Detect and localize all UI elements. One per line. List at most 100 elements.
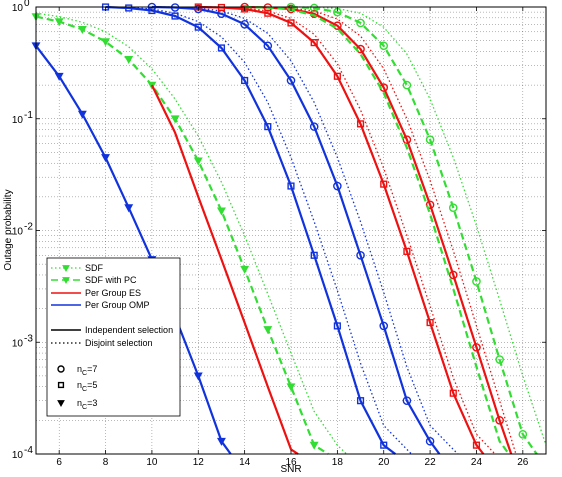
data-point-marker [124,204,134,213]
series-es-nc5-independent [194,3,485,455]
x-tick-label: 24 [471,457,483,468]
series-line [35,45,232,455]
series-line [105,6,412,455]
data-point-marker [495,416,504,425]
legend-label: SDF [85,263,104,273]
legend-marker [57,400,65,408]
data-point-marker [425,436,435,446]
data-point-marker [425,135,435,144]
data-point-marker [194,23,202,31]
data-point-marker [240,265,250,274]
legend-suffix: =7 [87,364,97,374]
legend-subscript: C [82,370,87,377]
x-tick-label: 10 [146,457,158,468]
legend-entry: Per Group OMP [51,300,150,310]
legend-entry: Disjoint selection [51,338,153,348]
legend-marker [62,277,70,285]
data-point-marker [101,38,110,47]
y-axis-label: Outage probability [3,189,14,270]
data-point-marker [193,157,203,166]
data-point-marker [263,326,273,335]
x-tick-label: 14 [239,457,251,468]
data-point-marker [448,270,458,280]
data-point-marker [472,441,481,449]
y-tick-exponent: -2 [24,222,33,233]
data-point-marker [402,396,412,405]
data-point-marker [263,41,273,51]
data-point-marker [193,372,203,381]
x-tick-label: 8 [103,457,109,468]
data-point-marker [193,4,203,14]
data-point-marker [77,110,87,119]
data-point-marker [54,18,64,27]
y-tick-label: 10 [12,450,24,461]
data-point-marker [217,44,226,52]
data-point-marker [426,318,434,327]
data-point-marker [309,441,319,450]
x-axis-ticks: 6 8 10 12 14 16 18 20 22 24 26 [56,7,529,468]
series-line [244,6,517,455]
series-line [290,5,538,455]
data-point-marker [356,250,365,260]
data-point-marker [241,76,249,85]
data-point-marker [124,55,134,64]
data-point-marker [449,389,457,397]
series-line [291,6,547,446]
data-point-marker [402,80,412,90]
data-point-marker [286,383,296,392]
series-sdf-nc7-disjoint [291,6,547,446]
legend-label: Independent selection [85,325,173,335]
data-point-marker [495,355,504,364]
y-tick-exponent: 0 [24,0,30,9]
data-point-marker [356,397,365,405]
x-axis-label: SNR [280,464,301,475]
series-omp-nc7-disjoint [151,6,459,455]
data-point-marker [171,12,179,20]
data-point-marker [472,277,481,286]
data-point-marker [403,247,411,255]
x-tick-label: 20 [378,457,390,468]
data-point-marker [333,181,342,191]
legend-entry: Independent selection [51,325,173,335]
data-point-marker [333,322,341,330]
legend-subscript: C [82,404,87,411]
series-line [105,5,396,455]
data-point-marker [310,251,318,259]
legend-entry: SDF [51,263,104,273]
legend-suffix: =5 [87,380,97,390]
y-tick-exponent: -3 [24,333,33,344]
legend-label: SDF with PC [85,275,137,285]
data-point-marker [379,41,389,51]
data-point-marker [54,72,64,81]
y-tick-label: 10 [12,227,24,238]
data-point-marker [287,182,295,190]
legend-marker [57,365,65,373]
y-tick-exponent: -1 [24,110,33,121]
series-omp-nc5-independent [101,3,396,455]
data-point-marker [310,39,318,47]
legend-marker [62,265,70,273]
legend: SDF SDF with PC Per Group ES Per Group OMP I… [46,257,181,417]
x-tick-label: 22 [425,457,437,468]
legend-label: Disjoint selection [85,338,153,348]
data-point-marker [356,18,365,28]
series-line [198,5,485,455]
x-tick-label: 6 [56,457,62,468]
legend-suffix: =3 [87,398,97,408]
y-tick-exponent: -4 [24,445,33,456]
data-point-marker [264,9,272,17]
x-tick-label: 18 [332,457,344,468]
legend-entry: SDF with PC [51,275,137,285]
legend-label: Per Group OMP [85,300,150,310]
data-point-marker [518,430,528,439]
data-point-marker [217,207,226,216]
data-point-marker [472,343,481,352]
data-point-marker [286,76,296,85]
data-point-marker [309,3,319,13]
data-point-marker [309,122,319,131]
x-tick-label: 16 [285,457,297,468]
data-point-marker [402,135,412,144]
legend-box [46,257,181,417]
